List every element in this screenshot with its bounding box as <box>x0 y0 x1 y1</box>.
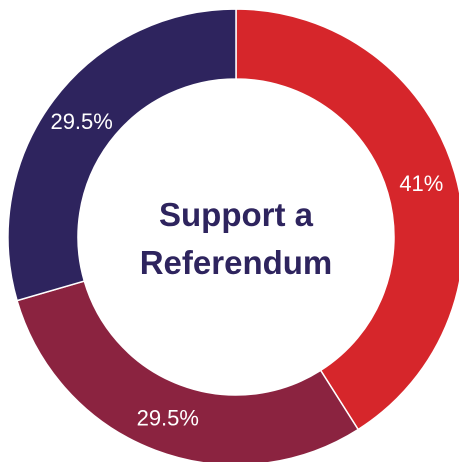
center-title-line-2: Referendum <box>140 244 333 281</box>
donut-slice-3 <box>7 8 237 302</box>
center-title-line-1: Support a <box>159 196 314 233</box>
slice-label-3: 29.5% <box>50 109 112 134</box>
donut-slices <box>7 8 459 462</box>
donut-slice-1 <box>235 8 459 431</box>
slice-label-1: 41% <box>399 171 443 196</box>
donut-slice-2 <box>16 280 360 462</box>
slice-labels: 41% 29.5% 29.5% <box>50 109 443 430</box>
slice-label-2: 29.5% <box>137 406 199 431</box>
